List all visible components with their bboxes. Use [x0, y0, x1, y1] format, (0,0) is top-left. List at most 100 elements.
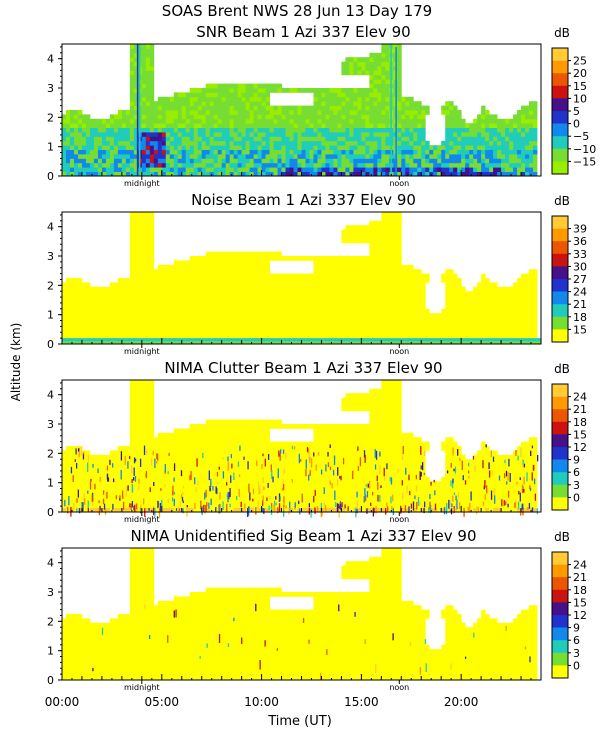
heatmap-cell	[289, 282, 294, 288]
heatmap-cell	[161, 132, 167, 137]
heatmap-cell	[181, 114, 187, 120]
heatmap-cell	[329, 313, 334, 318]
heatmap-cell	[129, 57, 135, 62]
heatmap-cell	[193, 114, 199, 120]
heatmap-cell	[89, 132, 95, 137]
heatmap-cell	[473, 158, 478, 164]
heatmap-cell	[381, 330, 386, 336]
y-tick-label: 3	[47, 250, 54, 263]
heatmap-cell	[181, 286, 187, 292]
heatmap-cell	[109, 140, 115, 146]
snr-burst	[390, 44, 392, 176]
heatmap-cell	[257, 308, 262, 314]
heatmap-cell	[345, 335, 350, 340]
heatmap-cell	[445, 105, 450, 111]
heatmap-cell	[317, 154, 322, 159]
heatmap-cell	[449, 167, 454, 172]
heatmap-cell	[477, 145, 482, 150]
heatmap-cell	[489, 127, 494, 133]
heatmap-cell	[181, 317, 187, 323]
heatmap-cell	[233, 260, 239, 266]
heatmap-cell	[97, 498, 103, 504]
heatmap-cell	[397, 44, 402, 49]
heatmap-cell	[481, 273, 486, 279]
heatmap-cell	[493, 330, 498, 336]
heatmap-cell	[381, 225, 386, 230]
heatmap-cell	[425, 145, 430, 150]
heatmap-cell	[297, 326, 302, 332]
heatmap-cell	[149, 322, 155, 327]
heatmap-cell	[513, 123, 518, 128]
heatmap-cell	[77, 490, 83, 495]
heatmap-cell	[197, 158, 203, 164]
heatmap-cell	[145, 291, 151, 296]
heatmap-cell	[149, 326, 155, 332]
heatmap-cell	[369, 313, 374, 318]
heatmap-cell	[385, 234, 390, 239]
heatmap-cell	[221, 295, 227, 301]
heatmap-cell	[137, 468, 143, 473]
heatmap-cell	[173, 286, 179, 292]
colorbar-swatch	[552, 136, 568, 150]
heatmap-cell	[413, 105, 418, 111]
heatmap-cell	[149, 304, 155, 310]
colorbar-label: 25	[573, 55, 587, 68]
heatmap-cell	[377, 167, 382, 172]
heatmap-cell	[89, 472, 95, 478]
heatmap-cell	[245, 171, 251, 177]
heatmap-cell	[261, 260, 266, 266]
heatmap-cell	[481, 162, 486, 168]
heatmap-cell	[461, 123, 466, 128]
heatmap-cell	[113, 127, 119, 133]
heatmap-cell	[517, 123, 522, 128]
heatmap-cell	[145, 145, 151, 150]
heatmap-cell	[449, 273, 454, 279]
heatmap-cell	[277, 282, 282, 288]
heatmap-cell	[453, 313, 458, 318]
heatmap-cell	[137, 295, 143, 301]
heatmap-cell	[89, 136, 95, 142]
heatmap-cell	[217, 154, 223, 159]
heatmap-cell	[185, 330, 191, 336]
heatmap-cell	[197, 154, 203, 159]
heatmap-cell	[201, 88, 207, 93]
heatmap-cell	[325, 149, 330, 155]
heatmap-cell	[245, 127, 251, 133]
heatmap-cell	[69, 162, 75, 168]
heatmap-cell	[497, 322, 502, 327]
heatmap-cell	[129, 145, 135, 150]
heatmap-cell	[509, 317, 514, 323]
heatmap-cell	[169, 154, 175, 159]
heatmap-cell	[133, 437, 139, 442]
heatmap-cell	[361, 282, 366, 288]
colorbar-label: 0	[573, 118, 580, 131]
heatmap-cell	[381, 132, 386, 137]
heatmap-cell	[177, 273, 183, 279]
colorbar-swatch	[552, 304, 568, 318]
heatmap-cell	[249, 278, 254, 283]
heatmap-cell	[97, 145, 103, 150]
heatmap-cell	[237, 114, 243, 120]
heatmap-cell	[485, 330, 490, 336]
heatmap-cell	[237, 278, 243, 283]
heatmap-cell	[93, 317, 99, 323]
heatmap-cell	[265, 322, 270, 327]
heatmap-cell	[209, 260, 215, 266]
heatmap-cell	[73, 171, 79, 177]
heatmap-cell	[277, 127, 282, 133]
heatmap-cell	[313, 96, 318, 102]
heatmap-cell	[62, 162, 67, 168]
heatmap-cell	[133, 432, 139, 438]
heatmap-cell	[401, 330, 406, 336]
heatmap-cell	[133, 105, 139, 111]
heatmap-cell	[485, 154, 490, 159]
heatmap-cell	[205, 295, 211, 301]
heatmap-cell	[353, 88, 358, 93]
heatmap-cell	[141, 158, 147, 164]
heatmap-cell	[481, 145, 486, 150]
heatmap-cell	[353, 264, 358, 270]
heatmap-cell	[353, 291, 358, 296]
heatmap-cell	[221, 326, 227, 332]
heatmap-cell	[301, 291, 306, 296]
heatmap-cell	[421, 317, 426, 323]
